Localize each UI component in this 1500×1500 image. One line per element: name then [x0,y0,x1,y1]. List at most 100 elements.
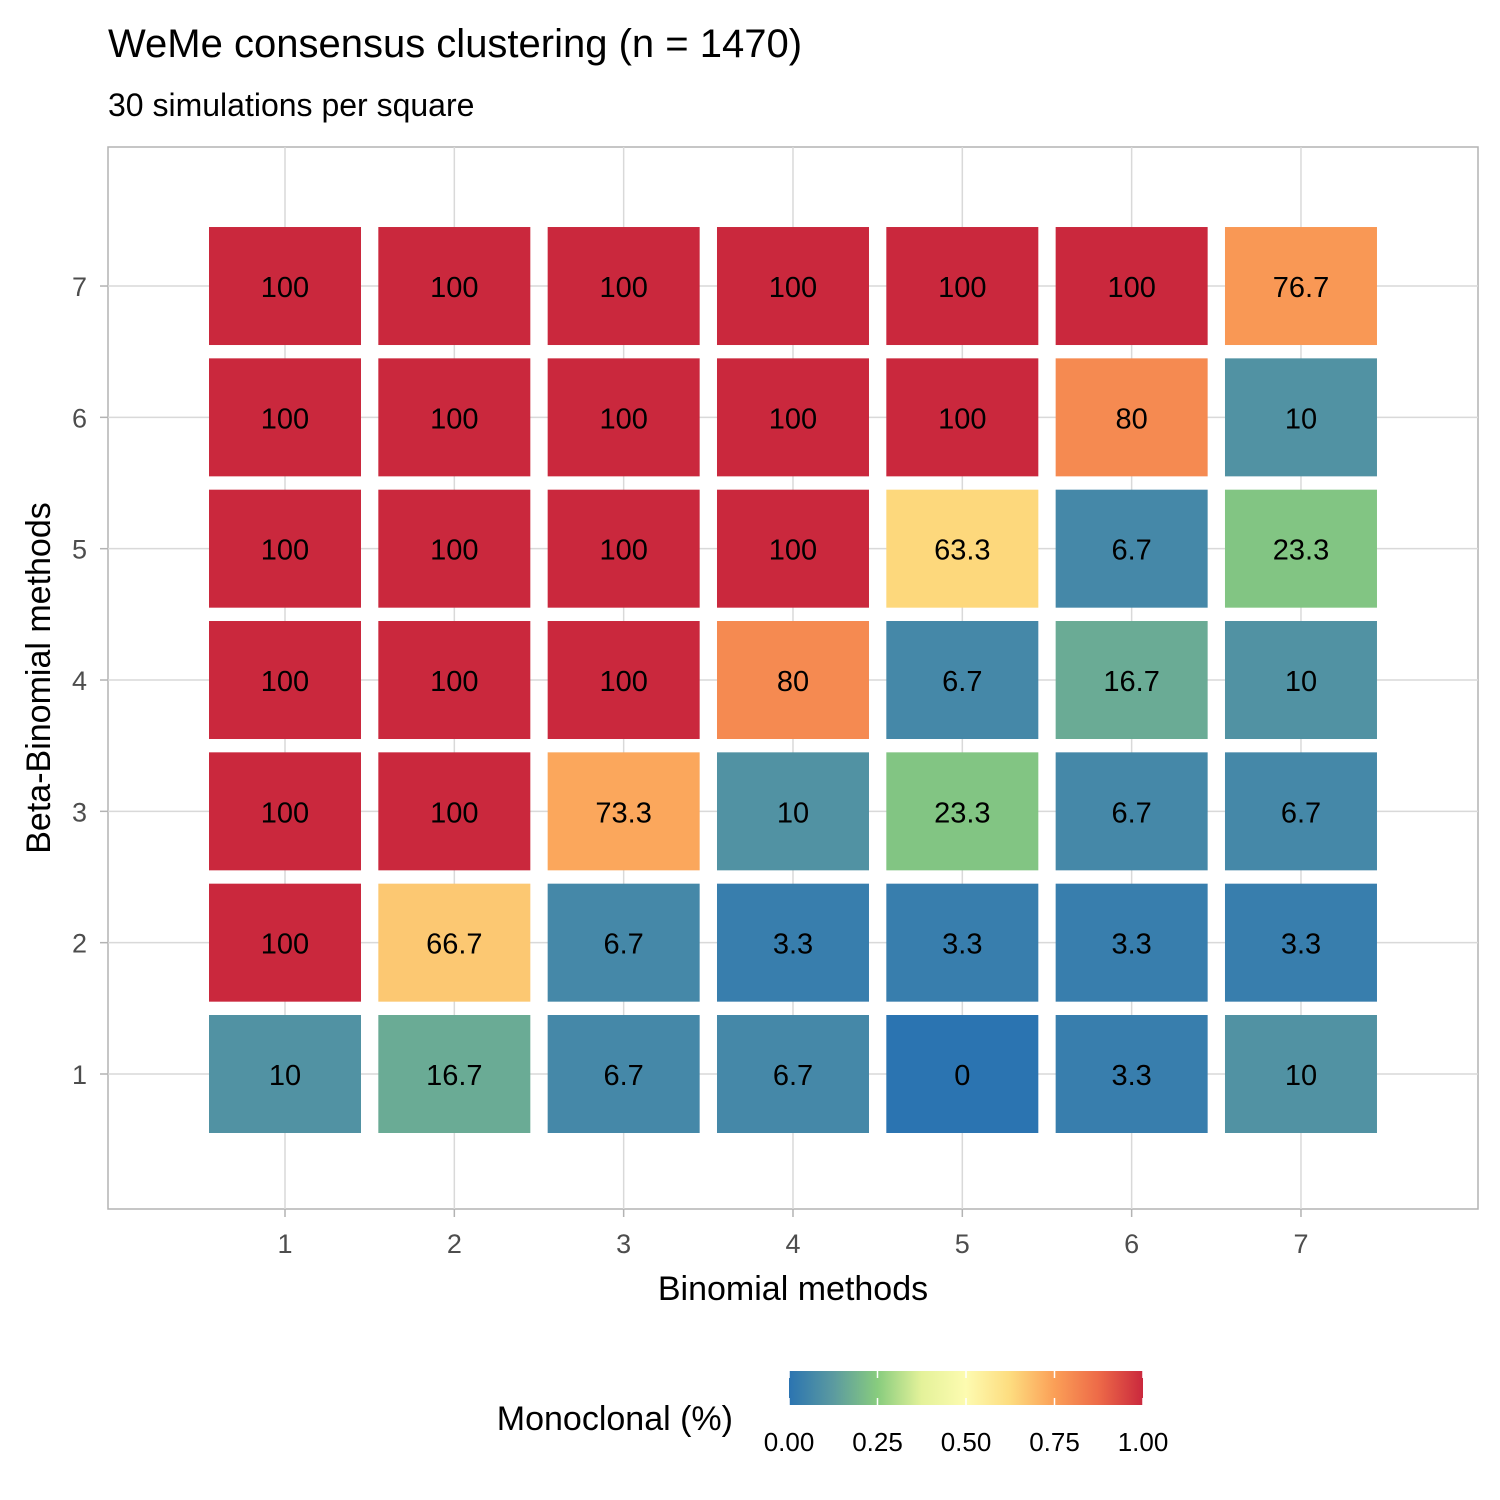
cell-value-label: 23.3 [934,797,990,829]
heatmap-tile [1055,883,1208,1002]
heatmap-tile [886,227,1039,346]
heatmap-tile [716,883,869,1002]
cell-value-label: 100 [261,272,309,304]
heatmap-tile [1055,489,1208,608]
cell-value-label: 100 [599,272,647,304]
cell-value-label: 76.7 [1273,272,1329,304]
y-tick-label: 2 [72,929,87,959]
cell-value-label: 100 [1107,272,1155,304]
cell-value-label: 6.7 [942,666,982,698]
x-tick-label: 5 [955,1229,970,1259]
x-tick-label: 3 [616,1229,631,1259]
cell-value-label: 100 [261,666,309,698]
cell-value-label: 80 [777,666,809,698]
heatmap-tile [547,1015,700,1133]
heatmap-tile [1224,358,1377,477]
heatmap-tile [1055,1015,1208,1133]
heatmap-tile [547,227,700,346]
heatmap-tile [209,883,361,1002]
cell-value-label: 16.7 [426,1060,482,1092]
cell-value-label: 100 [769,535,817,567]
cell-value-label: 10 [1285,666,1317,698]
heatmap-tile [1224,1015,1377,1133]
heatmap-tile [378,489,531,608]
heatmap-tile [716,752,869,871]
heatmap-tile [378,227,531,346]
cell-value-label: 100 [769,403,817,435]
heatmap-tile [547,358,700,477]
heatmap-tile [378,621,531,740]
heatmap-tiles [209,227,1377,1133]
cell-value-label: 100 [261,929,309,961]
legend-tick-label: 0.00 [764,1427,815,1457]
heatmap-tile [209,621,361,740]
cell-value-label: 100 [769,272,817,304]
cell-value-label: 3.3 [773,929,813,961]
legend-ticks: 0.00 0.25 0.50 0.75 1.00 [764,1371,1169,1457]
heatmap-tile [886,621,1039,740]
cell-value-label: 6.7 [1111,797,1151,829]
cell-value-label: 100 [430,797,478,829]
heatmap-tile [209,752,361,871]
cell-value-label: 16.7 [1103,666,1159,698]
cell-value-label: 100 [430,666,478,698]
heatmap-tile [209,358,361,477]
heatmap-tile [378,1015,531,1133]
cell-value-label: 100 [430,272,478,304]
cell-value-label: 80 [1116,403,1148,435]
heatmap-tile [716,1015,869,1133]
cell-value-label: 6.7 [1111,535,1151,567]
x-tick-label: 1 [277,1229,292,1259]
cell-value-label: 100 [599,535,647,567]
x-tick-label: 6 [1124,1229,1139,1259]
cell-value-label: 63.3 [934,535,990,567]
y-tick-label: 4 [72,666,87,696]
heatmap-tile [886,358,1039,477]
cell-value-label: 100 [599,666,647,698]
heatmap-tile [716,358,869,477]
cell-value-label: 100 [938,403,986,435]
heatmap-tile [1224,621,1377,740]
y-tick-label: 1 [72,1060,87,1090]
heatmap-tile [209,489,361,608]
y-tick-label: 7 [72,272,87,302]
cell-value-label: 23.3 [1273,535,1329,567]
legend-title: Monoclonal (%) [497,1400,733,1438]
cell-value-label: 100 [430,403,478,435]
heatmap-tile [1055,752,1208,871]
cell-value-label: 6.7 [773,1060,813,1092]
heatmap-tile [1055,358,1208,477]
x-tick-label: 4 [785,1229,800,1259]
heatmap-tile [209,1015,361,1133]
x-tick-label: 7 [1293,1229,1308,1259]
heatmap-tile [1224,489,1377,608]
y-tick-label: 5 [72,535,87,565]
cell-value-label: 100 [938,272,986,304]
cell-value-label: 100 [261,535,309,567]
legend-tick-label: 0.25 [852,1427,903,1457]
heatmap-tile [886,752,1039,871]
cell-value-label: 10 [1285,403,1317,435]
heatmap-tile [378,752,531,871]
heatmap-tile [1055,227,1208,346]
heatmap-tile [886,489,1039,608]
cell-value-label: 10 [777,797,809,829]
heatmap-tile [1224,227,1377,346]
cell-value-label: 73.3 [595,797,651,829]
heatmap-tile [378,358,531,477]
heatmap-tile [886,883,1039,1002]
heatmap-tile [547,752,700,871]
legend-tick-label: 0.75 [1029,1427,1080,1457]
heatmap-tile [547,883,700,1002]
heatmap-tile [1224,752,1377,871]
cell-value-label: 3.3 [1111,1060,1151,1092]
legend-tick-label: 1.00 [1118,1427,1169,1457]
heatmap-tile [378,883,531,1002]
cell-value-label: 0 [954,1060,970,1092]
x-tick-label: 2 [447,1229,462,1259]
heatmap-tile [547,621,700,740]
cell-value-label: 66.7 [426,929,482,961]
y-tick-label: 6 [72,403,87,433]
axis-ticks: 1 2 3 4 5 6 7 1 2 3 4 5 6 7 [72,272,1309,1259]
